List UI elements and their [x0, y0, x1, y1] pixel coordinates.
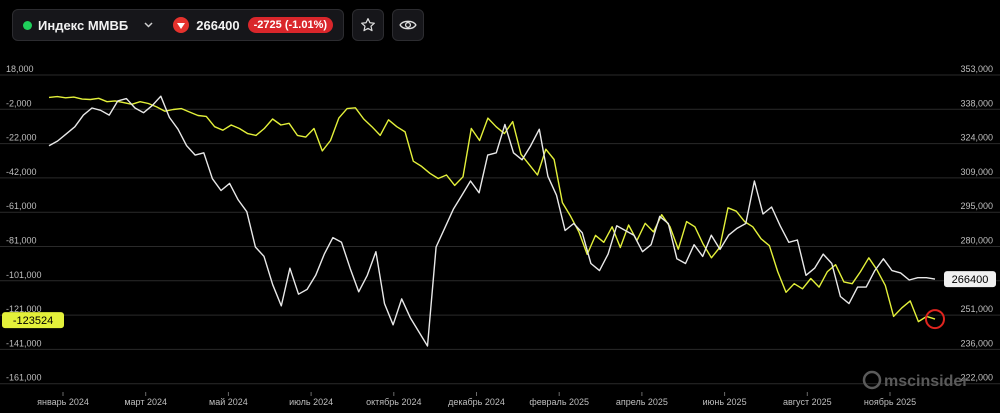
left-tick-label: -42,000: [6, 167, 37, 177]
eye-icon: [399, 20, 417, 30]
right-tick-label: 338,000: [960, 98, 993, 108]
x-tick-label: октябрь 2024: [366, 397, 421, 407]
spread-series-line: [48, 95, 936, 323]
left-tick-label: -61,000: [6, 201, 37, 211]
x-tick-label: июнь 2025: [703, 397, 747, 407]
last-point-marker: [925, 309, 945, 330]
arrow-down-icon: [173, 17, 190, 33]
right-tick-label: 295,000: [960, 201, 993, 211]
x-tick-label: декабрь 2024: [448, 397, 505, 407]
current-price: 266400: [196, 17, 240, 33]
left-tick-label: -2,000: [6, 98, 32, 108]
x-tick-label: январь 2024: [37, 397, 89, 407]
watermark: mscinsider: [862, 370, 968, 390]
left-axis: 18,000 -2,000 -22,000 -42,000 -61,000 -81,000…: [6, 64, 42, 383]
left-tick-label: -161,000: [6, 373, 42, 383]
x-axis: январь 2024 март 2024 май 2024 июль 2024 окт…: [37, 392, 916, 407]
left-tick-label: -22,000: [6, 133, 37, 143]
right-tick-label: 324,000: [960, 133, 993, 143]
left-last-value-label: -123524: [13, 315, 53, 327]
series-layer: [48, 95, 936, 347]
left-tick-label: -101,000: [6, 270, 42, 280]
watch-button[interactable]: [392, 9, 425, 41]
watermark-text: mscinsider: [884, 373, 968, 390]
index-series-line: [48, 95, 936, 347]
left-last-value-badge: [2, 312, 64, 329]
left-tick-label: -81,000: [6, 236, 37, 246]
right-last-value-badge: [944, 271, 996, 288]
right-tick-label: 251,000: [960, 304, 993, 314]
watermark-logo-icon: [862, 370, 882, 390]
ticker-selector[interactable]: Индекс ММВБ 266400 -2725 (-1.01%): [12, 9, 345, 41]
ticker-name: Индекс ММВБ: [38, 17, 129, 33]
star-icon: [361, 18, 375, 32]
right-tick-label: 280,000: [960, 236, 993, 246]
right-tick-label: 236,000: [960, 338, 993, 348]
chart-grid: [0, 74, 1000, 385]
chevron-down-icon[interactable]: [144, 20, 153, 31]
right-tick-label: 309,000: [960, 167, 993, 177]
x-tick-label: ноябрь 2025: [864, 397, 916, 407]
x-tick-label: июль 2024: [289, 397, 333, 407]
price-change-badge: -2725 (-1.01%): [247, 17, 334, 33]
favorite-button[interactable]: [352, 9, 385, 41]
right-tick-label: 222,000: [960, 373, 993, 383]
x-tick-label: февраль 2025: [529, 397, 589, 407]
x-tick-label: май 2024: [209, 397, 248, 407]
x-tick-label: август 2025: [783, 397, 832, 407]
x-tick-label: апрель 2025: [616, 397, 668, 407]
right-axis: 353,000 338,000 324,000 309,000 295,000 280,0…: [960, 64, 993, 383]
live-status-dot: [23, 20, 32, 30]
right-tick-label: 353,000: [960, 64, 993, 74]
x-tick-label: март 2024: [124, 397, 167, 407]
left-tick-label: -141,000: [6, 338, 42, 348]
toolbar: Индекс ММВБ 266400 -2725 (-1.01%): [12, 9, 425, 41]
value-labels: -123524 266400: [2, 271, 996, 330]
right-last-value-label: 266400: [952, 274, 989, 286]
left-tick-label: 18,000: [6, 64, 34, 74]
left-tick-label: -121,000: [6, 304, 42, 314]
